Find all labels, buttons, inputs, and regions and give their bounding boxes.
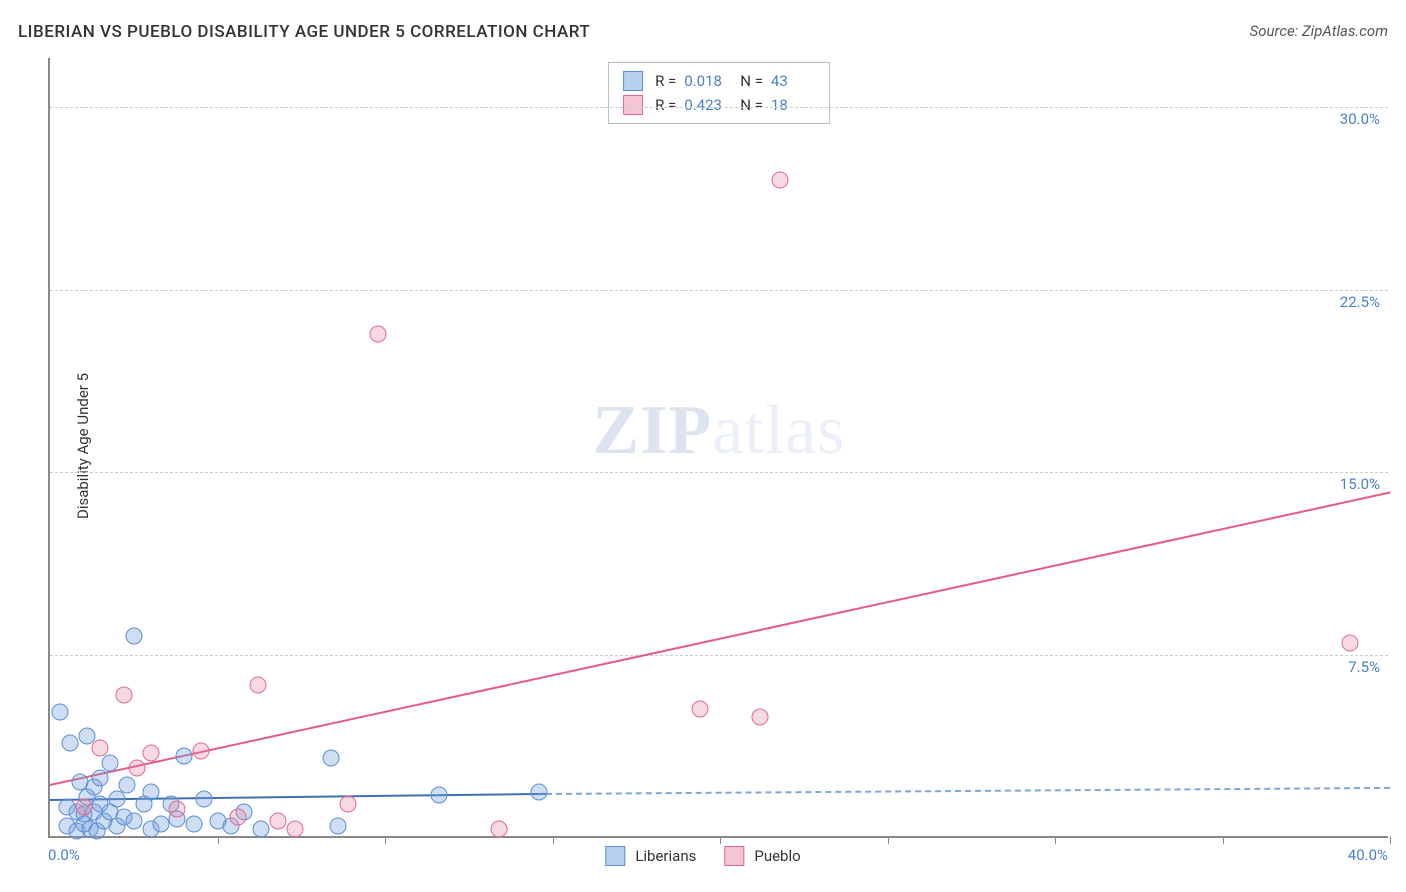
legend-label: Liberians: [635, 847, 696, 865]
x-tick: [553, 836, 554, 844]
data-point: [772, 172, 789, 189]
legend-label: Pueblo: [754, 847, 800, 865]
data-point: [192, 742, 209, 759]
chart-title: LIBERIAN VS PUEBLO DISABILITY AGE UNDER …: [18, 22, 590, 42]
data-point: [1341, 635, 1358, 652]
data-point: [269, 813, 286, 830]
n-value: 18: [771, 93, 815, 117]
trend-line-dashed: [546, 787, 1390, 795]
data-point: [330, 818, 347, 835]
series-legend: Liberians Pueblo: [605, 846, 800, 866]
y-tick-label: 7.5%: [1348, 658, 1380, 676]
stats-row: R = 0.423 N = 18: [623, 93, 815, 117]
legend-item: Liberians: [605, 846, 696, 866]
stats-legend: R = 0.018 N = 43 R = 0.423 N = 18: [608, 62, 830, 124]
gridline: [50, 290, 1388, 291]
legend-swatch: [623, 71, 643, 91]
data-point: [109, 791, 126, 808]
data-point: [152, 815, 169, 832]
data-point: [253, 820, 270, 837]
n-label: N =: [740, 93, 763, 117]
gridline: [50, 107, 1388, 108]
data-point: [102, 754, 119, 771]
data-point: [125, 628, 142, 645]
trend-line: [50, 492, 1390, 786]
data-point: [125, 813, 142, 830]
data-point: [370, 325, 387, 342]
x-max-label: 40.0%: [1348, 846, 1388, 864]
n-value: 43: [771, 69, 815, 93]
r-label: R =: [655, 93, 676, 117]
legend-item: Pueblo: [724, 846, 800, 866]
data-point: [52, 703, 69, 720]
data-point: [186, 815, 203, 832]
data-point: [142, 745, 159, 762]
r-label: R =: [655, 69, 676, 93]
r-value: 0.423: [684, 93, 728, 117]
gridline: [50, 472, 1388, 473]
data-point: [92, 769, 109, 786]
x-tick: [888, 836, 889, 844]
data-point: [169, 801, 186, 818]
data-point: [249, 676, 266, 693]
y-tick-label: 22.5%: [1340, 293, 1380, 311]
x-tick: [720, 836, 721, 844]
data-point: [531, 784, 548, 801]
x-tick: [1223, 836, 1224, 844]
x-tick: [218, 836, 219, 844]
y-tick-label: 15.0%: [1340, 475, 1380, 493]
legend-swatch: [623, 95, 643, 115]
x-tick: [1390, 836, 1391, 844]
y-tick-label: 30.0%: [1340, 110, 1380, 128]
data-point: [142, 784, 159, 801]
data-point: [92, 740, 109, 757]
x-tick: [385, 836, 386, 844]
data-point: [115, 686, 132, 703]
stats-row: R = 0.018 N = 43: [623, 69, 815, 93]
data-point: [490, 820, 507, 837]
data-point: [196, 791, 213, 808]
r-value: 0.018: [684, 69, 728, 93]
data-point: [430, 786, 447, 803]
data-point: [176, 747, 193, 764]
x-tick: [1055, 836, 1056, 844]
watermark: ZIPatlas: [593, 391, 846, 471]
legend-swatch: [605, 846, 625, 866]
data-point: [119, 776, 136, 793]
x-origin-label: 0.0%: [48, 846, 80, 864]
data-point: [75, 798, 92, 815]
source-label: Source: ZipAtlas.com: [1250, 22, 1388, 40]
plot-area: ZIPatlas R = 0.018 N = 43 R = 0.423 N = 18 7.5%…: [48, 58, 1388, 838]
legend-swatch: [724, 846, 744, 866]
data-point: [691, 701, 708, 718]
data-point: [129, 759, 146, 776]
n-label: N =: [740, 69, 763, 93]
data-point: [62, 735, 79, 752]
data-point: [752, 708, 769, 725]
gridline: [50, 655, 1388, 656]
data-point: [323, 750, 340, 767]
data-point: [286, 820, 303, 837]
data-point: [340, 796, 357, 813]
data-point: [229, 808, 246, 825]
